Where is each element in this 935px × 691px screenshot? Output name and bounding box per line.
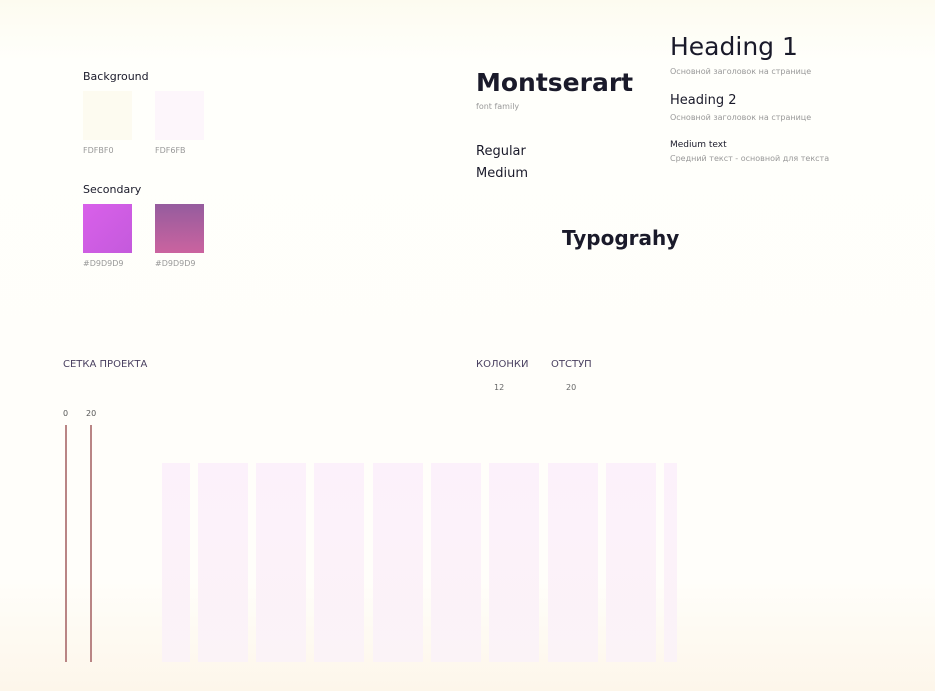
swatch [155,204,204,253]
swatch-label: FDF6FB [155,146,186,155]
sample-label: Heading 2 [670,93,737,108]
weight: Regular [476,144,526,159]
grid-column [373,463,423,662]
section-title: СЕТКА ПРОЕКТА [63,359,148,370]
section-title: Background [83,70,149,83]
swatch-label: FDFBF0 [83,146,114,155]
sample-label: Heading 1 [670,32,798,61]
swatch [155,91,204,140]
section-title: Typograhy [562,226,680,250]
sample-note: Основной заголовок на странице [670,67,812,76]
swatch [83,204,132,253]
grid-label: ОТСТУП [551,359,592,370]
grid-column [431,463,481,662]
grid-column [162,463,190,662]
font-note: font family [476,102,520,111]
sample-note: Средний текст - основной для текста [670,154,830,163]
grid-column [489,463,539,662]
sample-note: Основной заголовок на странице [670,113,812,122]
grid-column [256,463,306,662]
grid-value: 12 [494,383,505,392]
swatch [83,91,132,140]
section-title: Secondary [83,183,142,196]
grid-column [314,463,364,662]
sample-label: Medium text [670,140,727,150]
ruler-label: 20 [86,409,97,418]
font-family: Montserart [476,68,634,97]
grid-column [548,463,598,662]
swatch-label: #D9D9D9 [155,259,196,268]
grid-column [198,463,248,662]
grid-column [606,463,656,662]
grid-label: КОЛОНКИ [476,359,529,370]
ruler-line [65,425,67,662]
ruler-label: 0 [63,409,69,418]
grid-column [664,463,677,662]
weight: Medium [476,166,528,181]
ruler-line [90,425,92,662]
swatch-label: #D9D9D9 [83,259,124,268]
grid-value: 20 [566,383,577,392]
